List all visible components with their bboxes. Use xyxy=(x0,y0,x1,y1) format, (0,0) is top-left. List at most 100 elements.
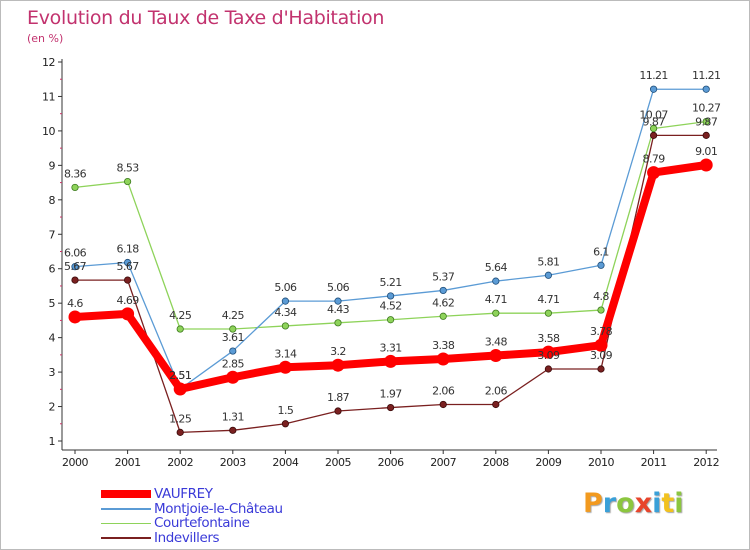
data-point-indevillers xyxy=(544,365,553,373)
data-point-indevillers xyxy=(176,428,184,436)
data-label-courtefontaine: 4.34 xyxy=(274,306,297,319)
data-point-indevillers xyxy=(124,276,132,284)
data-label-indevillers: 5.67 xyxy=(117,260,140,273)
data-labels: 5.67 5.67 1.25 1.31 1.5 1.87 1.97 2.06 2.06 3.09 3… xyxy=(64,69,722,425)
y-tick-label: 12 xyxy=(42,56,55,69)
data-point-montjoie-le-chateau xyxy=(702,85,710,93)
y-tick-label: 5 xyxy=(49,297,56,310)
x-tick-label: 2005 xyxy=(325,456,351,469)
x-tick-label: 2001 xyxy=(115,456,141,469)
data-label-vaufrey: 2.85 xyxy=(222,357,245,370)
legend-swatch xyxy=(101,508,151,510)
data-label-indevillers: 1.25 xyxy=(169,412,192,425)
data-label-indevillers: 5.67 xyxy=(64,260,87,273)
data-point-courtefontaine xyxy=(597,306,605,314)
legend-label: Courtefontaine xyxy=(154,515,250,531)
data-label-indevillers: 3.09 xyxy=(537,349,560,362)
data-point-vaufrey xyxy=(226,370,240,384)
data-point-courtefontaine xyxy=(439,312,447,320)
data-label-courtefontaine: 4.8 xyxy=(593,290,609,303)
data-point-courtefontaine xyxy=(492,309,500,317)
data-label-montjoie-le-chateau: 2.51 xyxy=(169,369,191,382)
legend-swatch xyxy=(101,522,151,524)
data-label-vaufrey: 4.69 xyxy=(117,294,140,307)
chart-title: Evolution du Taux de Taxe d'Habitation xyxy=(27,7,385,29)
data-label-courtefontaine: 4.71 xyxy=(485,293,507,306)
data-label-courtefontaine: 10.07 xyxy=(639,108,668,121)
data-label-montjoie-le-chateau: 6.06 xyxy=(64,247,87,260)
data-label-indevillers: 1.87 xyxy=(327,391,350,404)
x-tick-label: 2012 xyxy=(693,456,719,469)
data-label-courtefontaine: 4.25 xyxy=(222,309,245,322)
data-label-indevillers: 2.06 xyxy=(485,384,508,397)
data-label-courtefontaine: 10.27 xyxy=(692,102,721,115)
y-tick-label: 4 xyxy=(49,332,56,345)
data-label-indevillers: 9.87 xyxy=(643,115,666,128)
data-label-courtefontaine: 4.71 xyxy=(537,293,559,306)
data-label-montjoie-le-chateau: 6.18 xyxy=(117,243,140,256)
y-tick-label: 6 xyxy=(49,263,56,276)
data-label-vaufrey: 3.48 xyxy=(485,336,508,349)
y-tick-label: 8 xyxy=(49,194,56,207)
data-point-indevillers xyxy=(71,276,79,284)
data-point-indevillers xyxy=(702,131,710,139)
data-label-montjoie-le-chateau: 6.1 xyxy=(593,245,609,258)
data-point-courtefontaine xyxy=(334,319,342,327)
data-label-indevillers: 1.31 xyxy=(222,410,244,423)
data-point-montjoie-le-chateau xyxy=(544,271,553,279)
data-label-montjoie-le-chateau: 11.21 xyxy=(639,69,668,82)
legend-label: Montjoie-le-Château xyxy=(154,500,283,517)
data-label-montjoie-le-chateau: 5.81 xyxy=(537,255,559,268)
x-tick-label: 2009 xyxy=(535,456,561,469)
data-point-montjoie-le-chateau xyxy=(334,297,342,305)
x-tick-label: 2007 xyxy=(430,456,456,469)
logo-letter: P xyxy=(583,488,603,519)
data-point-montjoie-le-chateau xyxy=(386,292,395,300)
y-tick-label: 9 xyxy=(49,159,56,172)
data-label-vaufrey: 4.6 xyxy=(67,297,83,310)
data-point-vaufrey xyxy=(331,358,345,372)
series-points xyxy=(68,85,713,436)
data-point-indevillers xyxy=(386,403,395,412)
data-label-montjoie-le-chateau: 3.61 xyxy=(222,331,244,344)
data-label-vaufrey: 8.79 xyxy=(643,153,666,166)
data-point-vaufrey xyxy=(121,307,135,321)
x-tick-label: 2003 xyxy=(220,456,246,469)
data-label-indevillers: 2.06 xyxy=(432,384,455,397)
data-point-vaufrey xyxy=(594,338,608,352)
data-label-indevillers: 1.97 xyxy=(380,388,403,401)
data-label-courtefontaine: 8.53 xyxy=(117,162,140,175)
data-point-montjoie-le-chateau xyxy=(229,347,237,355)
x-tick-label: 2002 xyxy=(167,456,193,469)
data-label-courtefontaine: 8.36 xyxy=(64,167,87,180)
data-point-montjoie-le-chateau xyxy=(71,263,79,271)
x-tick-label: 2004 xyxy=(272,456,298,469)
data-point-courtefontaine xyxy=(702,118,710,126)
data-label-vaufrey: 3.2 xyxy=(330,345,346,358)
data-label-vaufrey: 3.78 xyxy=(590,325,613,338)
data-point-courtefontaine xyxy=(281,322,289,330)
data-point-montjoie-le-chateau xyxy=(492,277,500,285)
data-label-courtefontaine: 4.52 xyxy=(380,300,402,313)
data-point-vaufrey xyxy=(173,382,187,396)
data-label-vaufrey: 9.01 xyxy=(695,145,717,158)
logo-letter: o xyxy=(616,488,635,519)
proxiti-logo: Proxiti xyxy=(583,488,684,519)
data-point-vaufrey xyxy=(699,158,713,172)
data-label-vaufrey: 3.58 xyxy=(537,332,560,345)
logo-letter: t xyxy=(661,488,675,519)
data-point-vaufrey xyxy=(278,360,292,374)
data-point-courtefontaine xyxy=(71,183,79,192)
data-label-indevillers: 1.5 xyxy=(278,404,294,417)
data-point-indevillers xyxy=(281,420,289,428)
legend-swatch xyxy=(101,537,151,539)
data-point-vaufrey xyxy=(489,349,503,363)
data-point-courtefontaine xyxy=(386,316,395,324)
data-label-montjoie-le-chateau: 5.37 xyxy=(432,270,455,283)
data-label-vaufrey: 3.31 xyxy=(380,341,402,354)
legend-label: Indevillers xyxy=(154,529,220,546)
data-label-montjoie-le-chateau: 5.06 xyxy=(274,281,297,294)
data-label-montjoie-le-chateau: 5.21 xyxy=(380,276,402,289)
y-tick-label: 1 xyxy=(49,435,56,448)
